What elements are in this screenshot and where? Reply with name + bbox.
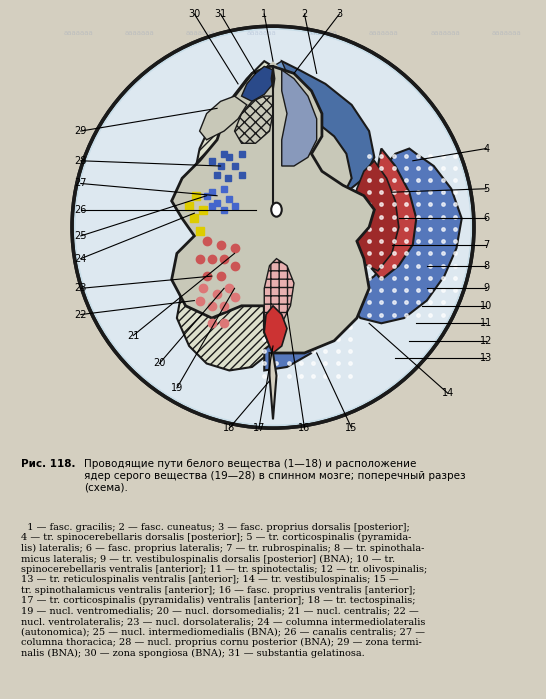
Polygon shape — [282, 62, 375, 204]
Polygon shape — [235, 96, 273, 143]
Text: 24: 24 — [75, 254, 87, 264]
Polygon shape — [247, 62, 299, 218]
Text: 26: 26 — [75, 205, 87, 215]
Text: 31: 31 — [215, 9, 227, 19]
Text: 22: 22 — [74, 310, 87, 319]
Text: 14: 14 — [442, 388, 454, 398]
Text: 12: 12 — [480, 336, 492, 346]
Polygon shape — [282, 196, 334, 301]
Polygon shape — [271, 66, 275, 91]
Text: ааааааа: ааааааа — [186, 30, 215, 36]
Ellipse shape — [271, 203, 282, 217]
Polygon shape — [273, 62, 294, 131]
Polygon shape — [241, 66, 273, 101]
Text: 13: 13 — [480, 353, 492, 363]
Text: 17: 17 — [253, 423, 265, 433]
Text: 4: 4 — [483, 143, 489, 154]
Text: Рис. 118.: Рис. 118. — [21, 459, 76, 469]
Polygon shape — [352, 161, 399, 271]
Text: 28: 28 — [75, 156, 87, 166]
Polygon shape — [177, 236, 282, 370]
Text: 15: 15 — [346, 423, 358, 433]
Polygon shape — [264, 192, 357, 301]
Text: 6: 6 — [483, 213, 489, 224]
Text: 29: 29 — [75, 126, 87, 136]
Text: 10: 10 — [480, 301, 492, 311]
Polygon shape — [270, 353, 276, 419]
Text: 5: 5 — [483, 184, 489, 194]
Polygon shape — [346, 149, 462, 323]
Polygon shape — [364, 149, 416, 280]
Circle shape — [75, 29, 471, 424]
Text: 21: 21 — [127, 331, 139, 340]
Text: 25: 25 — [74, 231, 87, 241]
Text: ааааааа: ааааааа — [247, 30, 276, 36]
Text: 30: 30 — [188, 9, 200, 19]
Circle shape — [72, 27, 474, 428]
Text: ааааааа: ааааааа — [308, 30, 337, 36]
Polygon shape — [194, 62, 282, 236]
Text: 3: 3 — [336, 9, 342, 19]
Polygon shape — [264, 259, 294, 332]
Text: 23: 23 — [75, 283, 87, 294]
Text: Проводящие пути белого вещества (1—18) и расположение
ядер серого вещества (19—2: Проводящие пути белого вещества (1—18) и… — [84, 459, 466, 492]
Text: ааааааа: ааааааа — [491, 30, 521, 36]
Text: 1: 1 — [261, 9, 268, 19]
Polygon shape — [241, 70, 276, 183]
Polygon shape — [200, 96, 247, 140]
Text: 19: 19 — [171, 383, 183, 393]
Text: 8: 8 — [483, 261, 489, 271]
Text: 9: 9 — [483, 283, 489, 294]
Polygon shape — [171, 66, 375, 353]
Text: ааааааа: ааааааа — [369, 30, 399, 36]
Text: 18: 18 — [223, 423, 235, 433]
Text: 1 — fasc. gracilis; 2 — fasc. cuneatus; 3 — fasc. proprius dorsalis [posterior];: 1 — fasc. gracilis; 2 — fasc. cuneatus; … — [21, 523, 428, 658]
Text: 11: 11 — [480, 318, 492, 329]
Text: 16: 16 — [298, 423, 311, 433]
Polygon shape — [264, 306, 287, 353]
Text: 27: 27 — [74, 178, 87, 189]
Text: 7: 7 — [483, 240, 489, 250]
Polygon shape — [264, 262, 346, 370]
Text: 2: 2 — [301, 9, 307, 19]
Text: ааааааа: ааааааа — [63, 30, 93, 36]
Text: 20: 20 — [153, 359, 165, 368]
Text: ааааааа: ааааааа — [124, 30, 154, 36]
Polygon shape — [276, 70, 352, 206]
Polygon shape — [282, 70, 317, 166]
Text: ааааааа: ааааааа — [430, 30, 460, 36]
